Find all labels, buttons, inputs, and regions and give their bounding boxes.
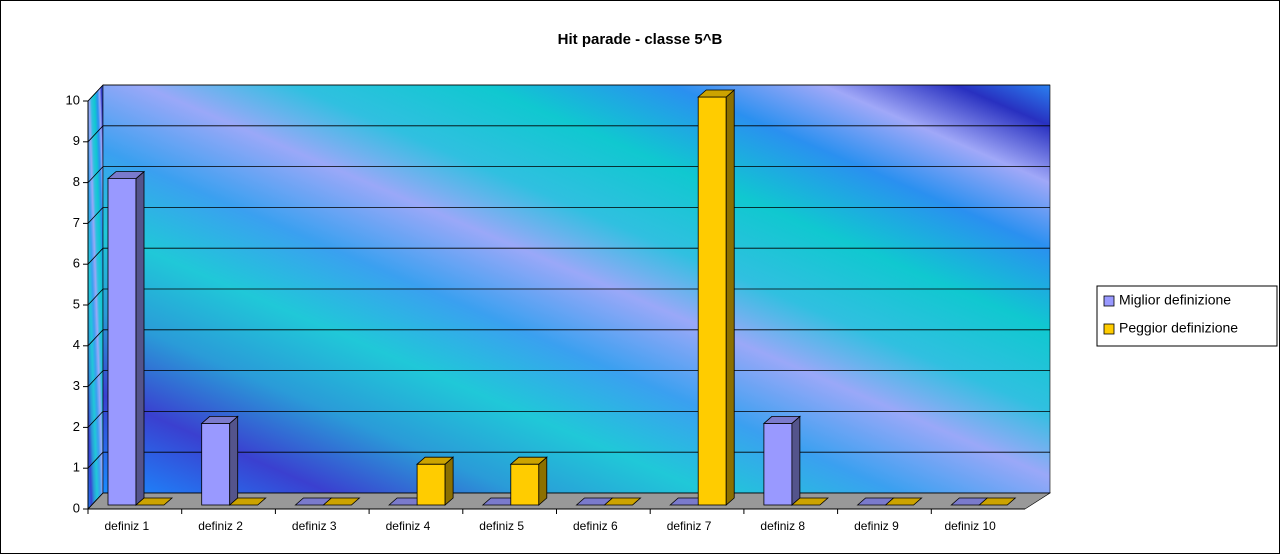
grid-line <box>87 370 104 387</box>
y-tick-label: 9 <box>73 133 80 148</box>
chart-title: Hit parade - classe 5^B <box>558 31 723 48</box>
bar <box>509 456 548 506</box>
x-tick-label: definiz 7 <box>667 519 712 533</box>
x-tick-label: definiz 9 <box>854 519 899 533</box>
y-tick-label: 7 <box>73 215 80 230</box>
x-tick-label: definiz 6 <box>573 519 618 533</box>
grid-line <box>87 411 104 428</box>
bar <box>416 456 455 506</box>
grid-line <box>87 125 104 143</box>
x-tick-label: definiz 5 <box>479 519 524 533</box>
legend-label: Peggior definizione <box>1119 320 1238 336</box>
x-tick-label: definiz 10 <box>944 519 996 533</box>
bar <box>884 497 923 506</box>
y-tick-label: 5 <box>73 296 80 311</box>
grid-line <box>87 207 104 224</box>
bar <box>790 497 829 506</box>
bar <box>200 415 239 506</box>
grid-line <box>87 329 104 347</box>
x-tick-label: definiz 8 <box>760 519 805 533</box>
grid-line <box>87 288 104 306</box>
y-tick-label: 1 <box>73 460 80 475</box>
bar <box>697 89 736 506</box>
y-tick-label: 0 <box>73 500 80 515</box>
grid-line <box>87 84 104 102</box>
grid-line <box>87 451 104 469</box>
bar <box>603 497 642 506</box>
x-tick-label: definiz 2 <box>198 519 243 533</box>
y-tick-label: 6 <box>73 256 80 271</box>
x-tick-label: definiz 1 <box>104 519 149 533</box>
y-tick-label: 4 <box>73 337 80 352</box>
legend-swatch <box>1103 295 1115 307</box>
bar <box>106 170 146 506</box>
x-tick-label: definiz 3 <box>292 519 337 533</box>
legend-swatch <box>1103 323 1115 335</box>
legend <box>1096 285 1278 347</box>
x-tick-label: definiz 4 <box>386 519 431 533</box>
y-tick-label: 8 <box>73 174 80 189</box>
bar <box>322 497 361 506</box>
bar <box>134 497 174 506</box>
bar <box>228 497 267 506</box>
y-tick-label: 2 <box>73 419 80 434</box>
grid-line <box>87 247 104 265</box>
y-tick-label: 3 <box>73 378 80 393</box>
grid-line <box>87 492 104 510</box>
legend-label: Miglior definizione <box>1119 292 1231 308</box>
bar <box>762 415 801 506</box>
bar <box>978 497 1017 506</box>
grid-line <box>87 166 104 183</box>
y-tick-label: 10 <box>66 92 80 107</box>
